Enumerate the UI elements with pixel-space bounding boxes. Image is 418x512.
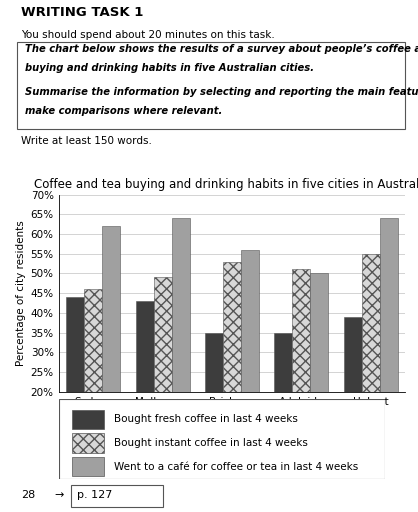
Bar	[153, 278, 172, 471]
Bar	[241, 250, 259, 471]
Text: The chart below shows the results of a survey about people’s coffee and tea: The chart below shows the results of a s…	[25, 44, 418, 54]
Text: Went to a café for coffee or tea in last 4 weeks: Went to a café for coffee or tea in last…	[114, 462, 358, 472]
Text: WRITING TASK 1: WRITING TASK 1	[21, 6, 143, 18]
Text: make comparisons where relevant.: make comparisons where relevant.	[25, 106, 222, 116]
Bar	[66, 297, 84, 471]
Bar	[71, 410, 104, 429]
Title: Coffee and tea buying and drinking habits in five cities in Australia: Coffee and tea buying and drinking habit…	[34, 178, 418, 190]
Text: You should spend about 20 minutes on this task.: You should spend about 20 minutes on thi…	[21, 30, 275, 40]
Text: 28: 28	[21, 490, 35, 500]
Text: buying and drinking habits in five Australian cities.: buying and drinking habits in five Austr…	[25, 62, 314, 73]
Bar	[135, 301, 153, 471]
Bar	[344, 317, 362, 471]
Y-axis label: Percentage of city residents: Percentage of city residents	[16, 220, 26, 366]
Bar	[274, 333, 292, 471]
Bar	[71, 434, 104, 453]
Bar	[223, 262, 241, 471]
Bar	[292, 269, 311, 471]
FancyBboxPatch shape	[71, 485, 163, 507]
FancyBboxPatch shape	[59, 399, 385, 479]
Text: Bought instant coffee in last 4 weeks: Bought instant coffee in last 4 weeks	[114, 438, 308, 448]
Text: Summarise the information by selecting and reporting the main features, and: Summarise the information by selecting a…	[25, 87, 418, 97]
Bar	[84, 289, 102, 471]
Bar	[362, 254, 380, 471]
Text: Bought fresh coffee in last 4 weeks: Bought fresh coffee in last 4 weeks	[114, 414, 298, 424]
Bar	[380, 218, 398, 471]
Bar	[205, 333, 223, 471]
Bar	[172, 218, 190, 471]
Bar	[311, 273, 329, 471]
Text: →: →	[54, 490, 64, 500]
FancyBboxPatch shape	[17, 41, 405, 129]
Text: p. 127: p. 127	[77, 490, 113, 500]
Text: Write at least 150 words.: Write at least 150 words.	[21, 136, 152, 146]
Bar	[71, 457, 104, 476]
Bar	[102, 226, 120, 471]
